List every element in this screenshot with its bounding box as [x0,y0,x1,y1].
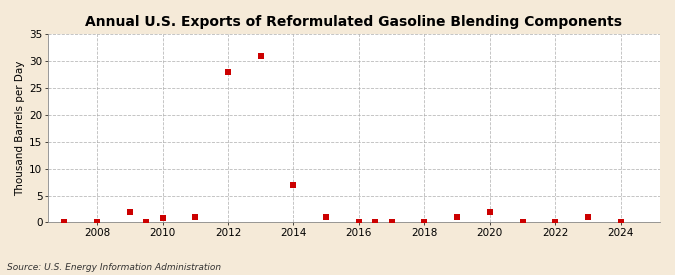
Point [157,215,168,220]
Point [288,183,299,187]
Point [386,220,397,224]
Point [419,220,430,224]
Point [354,220,364,224]
Title: Annual U.S. Exports of Reformulated Gasoline Blending Components: Annual U.S. Exports of Reformulated Gaso… [86,15,622,29]
Point [141,220,152,224]
Point [92,220,103,224]
Point [517,220,528,224]
Point [223,70,234,74]
Point [616,220,626,224]
Point [370,220,381,224]
Y-axis label: Thousand Barrels per Day: Thousand Barrels per Day [15,61,25,196]
Point [485,210,495,214]
Point [583,215,593,219]
Point [452,215,462,219]
Text: Source: U.S. Energy Information Administration: Source: U.S. Energy Information Administ… [7,263,221,272]
Point [124,210,135,214]
Point [59,220,70,224]
Point [321,215,331,219]
Point [255,54,266,58]
Point [190,215,200,219]
Point [550,220,561,224]
